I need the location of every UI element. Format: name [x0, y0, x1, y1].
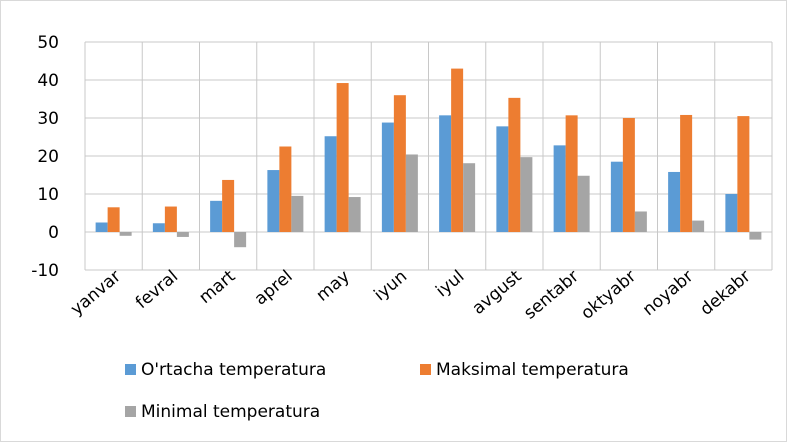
- bar: [737, 116, 750, 232]
- bar: [119, 232, 132, 236]
- bar: [152, 223, 165, 232]
- bar: [222, 179, 235, 232]
- bar: [234, 232, 247, 248]
- bar: [267, 170, 280, 232]
- legend-swatch: [420, 364, 431, 375]
- legend-swatch: [125, 364, 136, 375]
- bar: [393, 95, 406, 232]
- bar: [279, 146, 292, 232]
- bar: [565, 115, 578, 232]
- bar: [692, 220, 705, 232]
- bar: [164, 206, 177, 232]
- y-tick-label: 20: [37, 147, 59, 167]
- bar: [577, 175, 590, 232]
- bar: [508, 97, 521, 232]
- bar: [680, 114, 693, 232]
- bar: [95, 222, 108, 232]
- y-tick-label: 0: [48, 223, 59, 243]
- y-tick-label: 30: [37, 109, 59, 129]
- bar: [553, 145, 566, 232]
- bar: [324, 136, 337, 232]
- y-tick-label: 40: [37, 71, 59, 91]
- bar: [634, 211, 647, 232]
- bar: [622, 118, 635, 232]
- bar: [749, 232, 762, 240]
- y-tick-label: -10: [31, 261, 59, 281]
- legend-label: O'rtacha temperatura: [141, 360, 326, 380]
- bar: [176, 232, 189, 237]
- bar: [348, 197, 361, 232]
- bar: [291, 195, 304, 232]
- bar: [520, 157, 533, 232]
- bar: [496, 126, 509, 232]
- bar: [463, 163, 476, 232]
- bar: [668, 171, 681, 232]
- bar: [107, 207, 120, 232]
- bar: [381, 122, 394, 232]
- legend-label: Minimal temperatura: [141, 402, 320, 422]
- bar: [336, 83, 349, 232]
- bar: [405, 154, 418, 232]
- bar: [451, 68, 464, 232]
- bar: [725, 194, 738, 232]
- legend-label: Maksimal temperatura: [436, 360, 629, 380]
- y-tick-label: 10: [37, 185, 59, 205]
- y-tick-label: 50: [37, 33, 59, 53]
- bar: [439, 115, 452, 232]
- bar: [610, 161, 623, 232]
- legend-swatch: [125, 406, 136, 417]
- bar: [210, 200, 223, 232]
